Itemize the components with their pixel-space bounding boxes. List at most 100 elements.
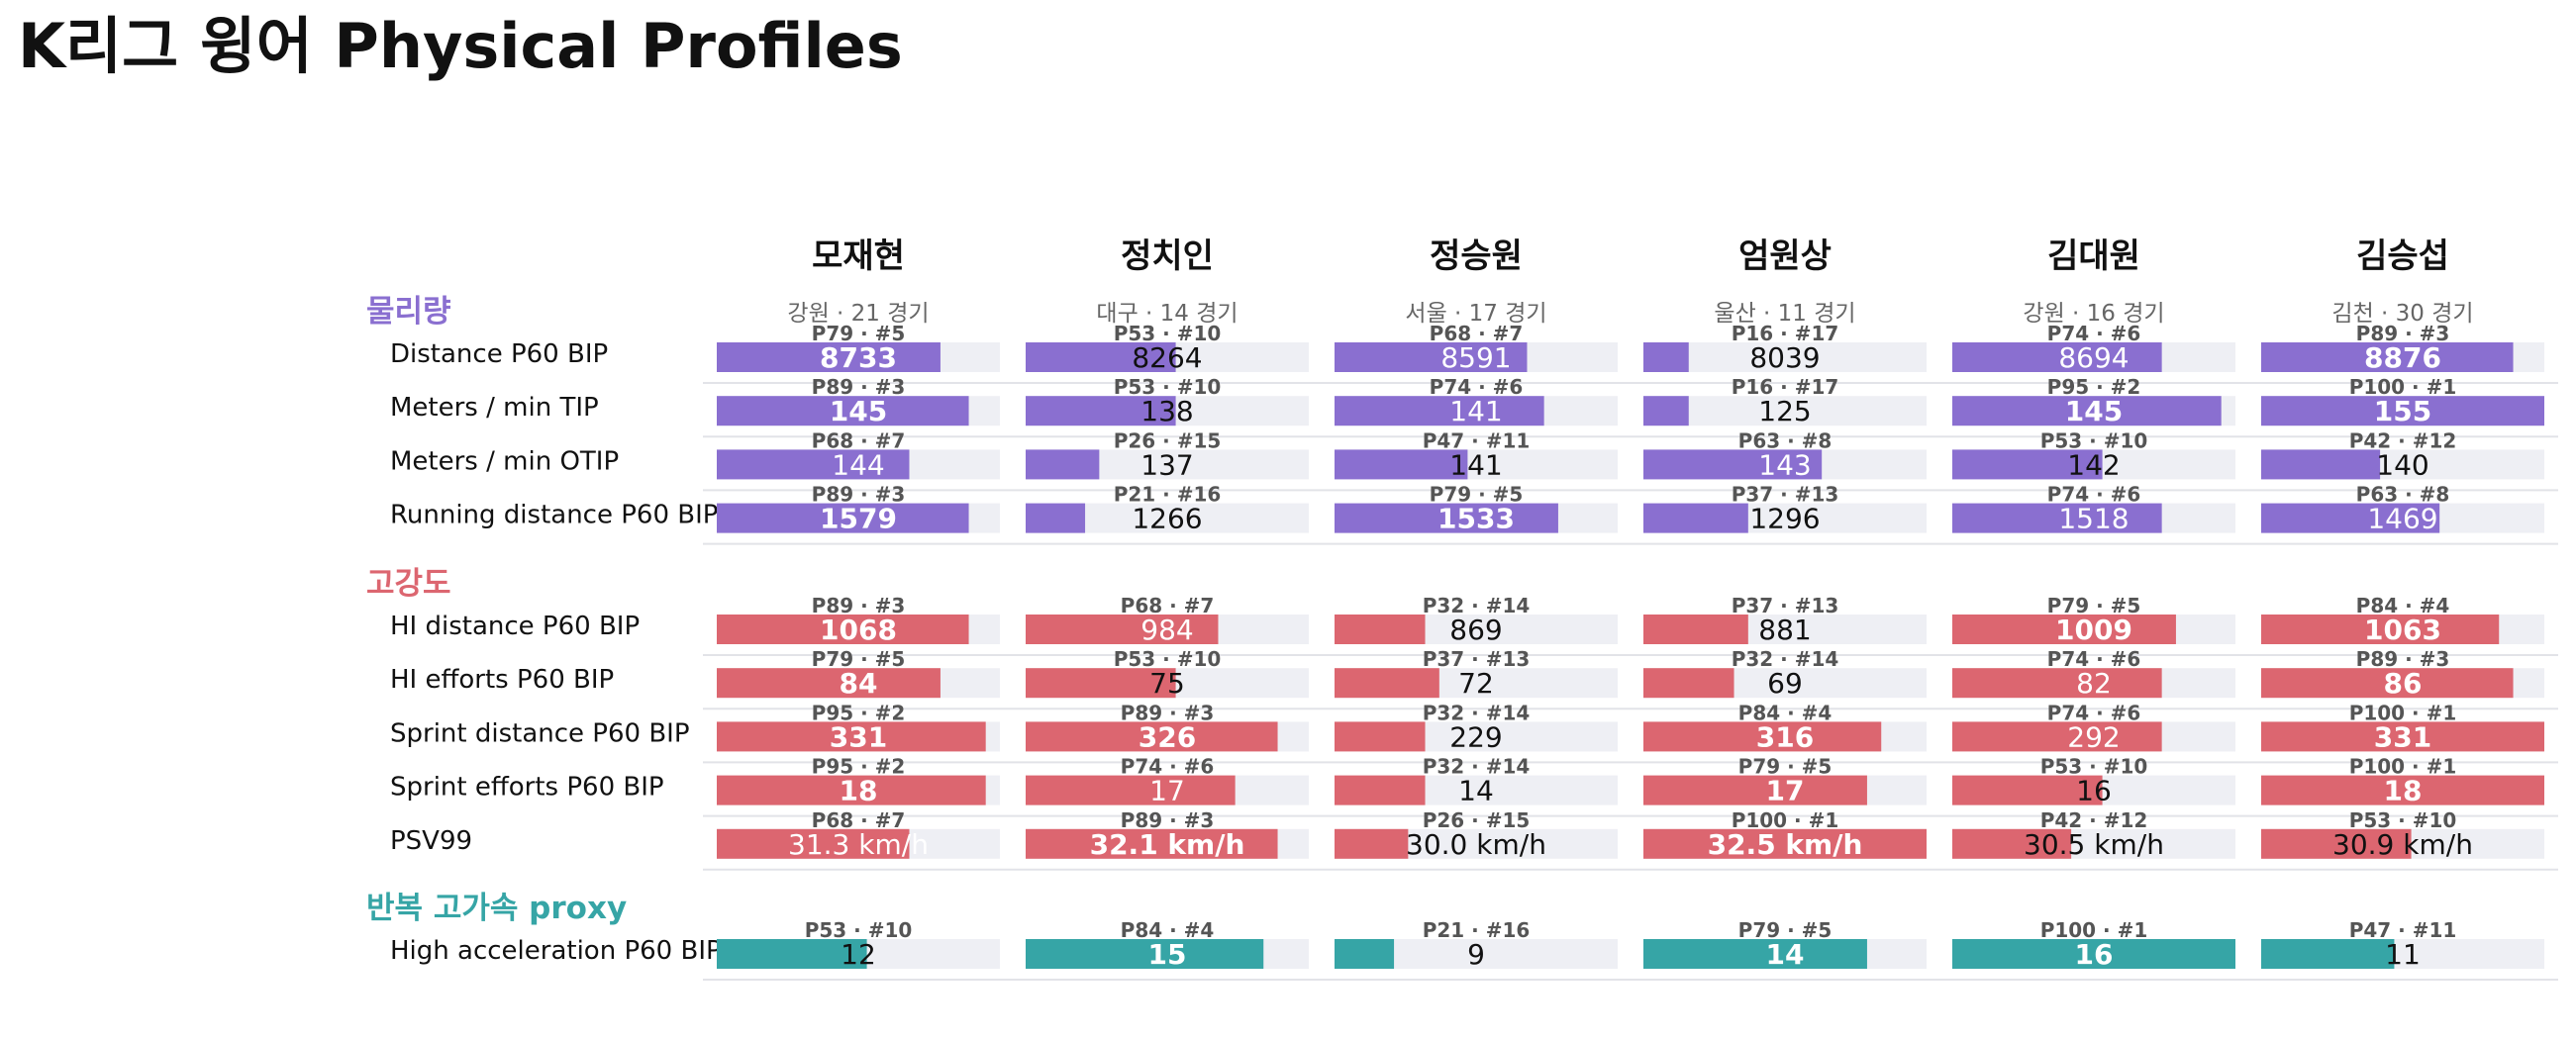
percentile-bar bbox=[1335, 721, 1426, 752]
rank-label: P84 · #4 bbox=[1121, 918, 1215, 942]
percentile-bar bbox=[1952, 615, 2176, 644]
rank-label: P47 · #11 bbox=[2349, 918, 2457, 942]
percentile-bar bbox=[2261, 342, 2514, 372]
value-label: 82 bbox=[2076, 667, 2112, 700]
rank-label: P84 · #4 bbox=[1738, 701, 1833, 724]
percentile-bar bbox=[1643, 449, 1823, 480]
value-label: 18 bbox=[840, 775, 878, 807]
value-label: 17 bbox=[1149, 775, 1185, 807]
rank-label: P100 · #1 bbox=[2349, 375, 2457, 399]
value-label: 984 bbox=[1140, 614, 1193, 646]
metric-label: HI distance P60 BIP bbox=[390, 612, 640, 641]
rank-label: P95 · #2 bbox=[812, 755, 906, 779]
rank-label: P95 · #2 bbox=[2047, 375, 2141, 399]
rank-label: P21 · #16 bbox=[1423, 918, 1531, 942]
rank-label: P79 · #5 bbox=[1430, 483, 1524, 507]
player-name: 정승원 bbox=[1430, 237, 1523, 276]
percentile-bar bbox=[1026, 775, 1236, 805]
value-label: 32.1 km/h bbox=[1090, 828, 1245, 861]
rank-label: P37 · #13 bbox=[1423, 647, 1531, 671]
rank-label: P53 · #10 bbox=[1114, 322, 1222, 345]
rank-label: P68 · #7 bbox=[1430, 322, 1524, 345]
percentile-bar bbox=[717, 503, 969, 533]
metric-row: PSV99 P68 · #731.3 km/h P89 · #332.1 km/h P… bbox=[390, 808, 2558, 871]
rank-label: P16 · #17 bbox=[1732, 322, 1839, 345]
value-label: 1068 bbox=[820, 614, 897, 646]
value-label: 869 bbox=[1449, 614, 1502, 646]
percentile-bar bbox=[717, 828, 910, 859]
value-label: 30.9 km/h bbox=[2332, 828, 2473, 861]
value-label: 137 bbox=[1140, 448, 1193, 481]
percentile-bar bbox=[717, 668, 941, 699]
rank-label: P26 · #15 bbox=[1114, 428, 1222, 452]
value-label: 1009 bbox=[2055, 614, 2132, 646]
player-meta: 강원 · 21 경기 bbox=[787, 301, 929, 327]
value-label: 12 bbox=[841, 938, 876, 971]
percentile-bar bbox=[1952, 775, 2103, 805]
percentile-bar bbox=[1026, 828, 1278, 859]
percentile-bar bbox=[1952, 939, 2235, 969]
percentile-bar bbox=[717, 721, 986, 752]
rank-label: P26 · #15 bbox=[1423, 808, 1531, 832]
value-label: 141 bbox=[1449, 448, 1502, 481]
player-name: 정치인 bbox=[1121, 237, 1214, 276]
player-name: 엄원상 bbox=[1738, 237, 1832, 276]
value-label: 32.5 km/h bbox=[1708, 828, 1863, 861]
percentile-bar bbox=[1643, 775, 1867, 805]
section-label: 고강도 bbox=[366, 566, 451, 602]
value-label: 14 bbox=[1766, 938, 1805, 971]
percentile-bar bbox=[2261, 828, 2412, 859]
rank-label: P53 · #10 bbox=[2040, 428, 2148, 452]
rank-label: P32 · #14 bbox=[1423, 594, 1531, 617]
value-label: 8039 bbox=[1749, 341, 1820, 374]
value-label: 138 bbox=[1140, 395, 1193, 427]
player-meta: 서울 · 17 경기 bbox=[1405, 301, 1546, 327]
percentile-bar bbox=[1026, 503, 1086, 533]
rank-label: P79 · #5 bbox=[2047, 594, 2141, 617]
rank-label: P79 · #5 bbox=[1738, 755, 1833, 779]
rank-label: P89 · #3 bbox=[812, 594, 906, 617]
percentile-bar bbox=[2261, 615, 2500, 644]
value-label: 9 bbox=[1467, 938, 1485, 971]
rank-label: P74 · #6 bbox=[2047, 322, 2141, 345]
rank-label: P53 · #10 bbox=[1114, 647, 1222, 671]
value-label: 881 bbox=[1758, 614, 1811, 646]
rank-label: P68 · #7 bbox=[812, 428, 906, 452]
percentile-bar bbox=[1335, 828, 1409, 859]
value-label: 1266 bbox=[1132, 503, 1202, 535]
value-label: 30.0 km/h bbox=[1406, 828, 1546, 861]
percentile-bar bbox=[1952, 342, 2162, 372]
value-label: 142 bbox=[2067, 448, 2120, 481]
percentile-bar bbox=[1952, 503, 2162, 533]
percentile-bar bbox=[1335, 939, 1395, 969]
rank-label: P100 · #1 bbox=[2040, 918, 2148, 942]
chart-title: K리그 윙어 Physical Profiles bbox=[18, 10, 903, 82]
percentile-bar bbox=[717, 775, 986, 805]
value-label: 72 bbox=[1458, 667, 1494, 700]
value-label: 14 bbox=[1458, 775, 1494, 807]
metric-label: Sprint efforts P60 BIP bbox=[390, 773, 664, 803]
rank-label: P95 · #2 bbox=[812, 701, 906, 724]
rank-label: P84 · #4 bbox=[2356, 594, 2450, 617]
metric-label: Sprint distance P60 BIP bbox=[390, 718, 690, 748]
rank-label: P53 · #10 bbox=[2349, 808, 2457, 832]
player-meta: 강원 · 16 경기 bbox=[2023, 301, 2164, 327]
rank-label: P79 · #5 bbox=[812, 322, 906, 345]
rank-label: P32 · #14 bbox=[1732, 647, 1839, 671]
percentile-bar bbox=[1026, 449, 1100, 480]
percentile-bar bbox=[1952, 721, 2162, 752]
rank-label: P74 · #6 bbox=[2047, 483, 2141, 507]
percentile-bar bbox=[2261, 775, 2544, 805]
player-meta: 울산 · 11 경기 bbox=[1714, 301, 1855, 327]
player-meta: 김천 · 30 경기 bbox=[2331, 301, 2473, 327]
percentile-bar bbox=[2261, 939, 2395, 969]
player-meta: 대구 · 14 경기 bbox=[1096, 301, 1238, 327]
player-name: 김대원 bbox=[2047, 237, 2140, 276]
